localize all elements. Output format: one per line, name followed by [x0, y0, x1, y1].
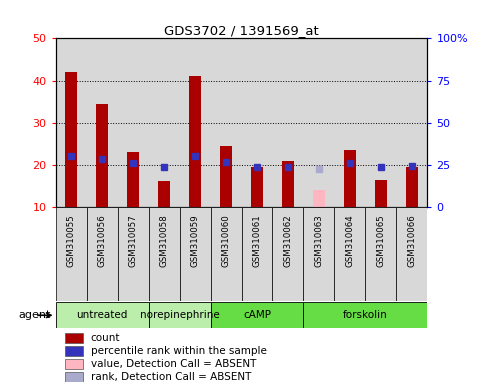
Bar	[211, 302, 303, 328]
Bar	[56, 207, 86, 301]
Text: rank, Detection Call = ABSENT: rank, Detection Call = ABSENT	[91, 372, 251, 382]
Bar	[127, 152, 139, 207]
Bar	[397, 207, 427, 301]
Bar	[313, 190, 325, 207]
Text: agent: agent	[18, 310, 51, 320]
Bar	[86, 207, 117, 301]
Bar	[282, 161, 294, 207]
Bar	[375, 180, 387, 207]
Bar	[303, 302, 427, 328]
Bar	[272, 207, 303, 301]
Bar	[303, 207, 334, 301]
Text: untreated: untreated	[76, 310, 128, 320]
Bar	[65, 346, 84, 356]
Bar	[334, 207, 366, 301]
Bar	[149, 207, 180, 301]
Bar	[56, 38, 86, 207]
Bar	[86, 38, 117, 207]
Text: GSM310057: GSM310057	[128, 214, 138, 267]
Text: forskolin: forskolin	[343, 310, 388, 320]
Bar	[149, 38, 180, 207]
Bar	[65, 72, 77, 207]
Text: GSM310058: GSM310058	[159, 214, 169, 267]
Bar	[242, 207, 272, 301]
Text: GSM310063: GSM310063	[314, 214, 324, 267]
Text: GSM310056: GSM310056	[98, 214, 107, 267]
Bar	[220, 146, 232, 207]
Bar	[180, 207, 211, 301]
Bar	[303, 38, 334, 207]
Text: cAMP: cAMP	[243, 310, 271, 320]
Bar	[366, 38, 397, 207]
Bar	[65, 372, 84, 382]
Bar	[272, 38, 303, 207]
Bar	[96, 104, 108, 207]
Bar	[117, 207, 149, 301]
Bar	[56, 302, 149, 328]
Text: GSM310061: GSM310061	[253, 214, 261, 267]
Bar	[158, 181, 170, 207]
Bar	[117, 38, 149, 207]
Text: norepinephrine: norepinephrine	[140, 310, 219, 320]
Text: percentile rank within the sample: percentile rank within the sample	[91, 346, 267, 356]
Bar	[397, 38, 427, 207]
Bar	[65, 333, 84, 343]
Text: GSM310055: GSM310055	[67, 214, 75, 267]
Bar	[211, 207, 242, 301]
Title: GDS3702 / 1391569_at: GDS3702 / 1391569_at	[164, 24, 319, 37]
Text: GSM310062: GSM310062	[284, 214, 293, 267]
Bar	[242, 38, 272, 207]
Bar	[180, 38, 211, 207]
Text: GSM310066: GSM310066	[408, 214, 416, 267]
Bar	[149, 302, 211, 328]
Bar	[366, 207, 397, 301]
Bar	[344, 150, 356, 207]
Text: GSM310060: GSM310060	[222, 214, 230, 267]
Bar	[189, 76, 201, 207]
Bar	[406, 167, 418, 207]
Bar	[211, 38, 242, 207]
Bar	[334, 38, 366, 207]
Text: GSM310064: GSM310064	[345, 214, 355, 267]
Bar	[65, 359, 84, 369]
Text: GSM310059: GSM310059	[190, 214, 199, 266]
Text: GSM310065: GSM310065	[376, 214, 385, 267]
Bar	[251, 167, 263, 207]
Text: value, Detection Call = ABSENT: value, Detection Call = ABSENT	[91, 359, 256, 369]
Text: count: count	[91, 333, 120, 343]
